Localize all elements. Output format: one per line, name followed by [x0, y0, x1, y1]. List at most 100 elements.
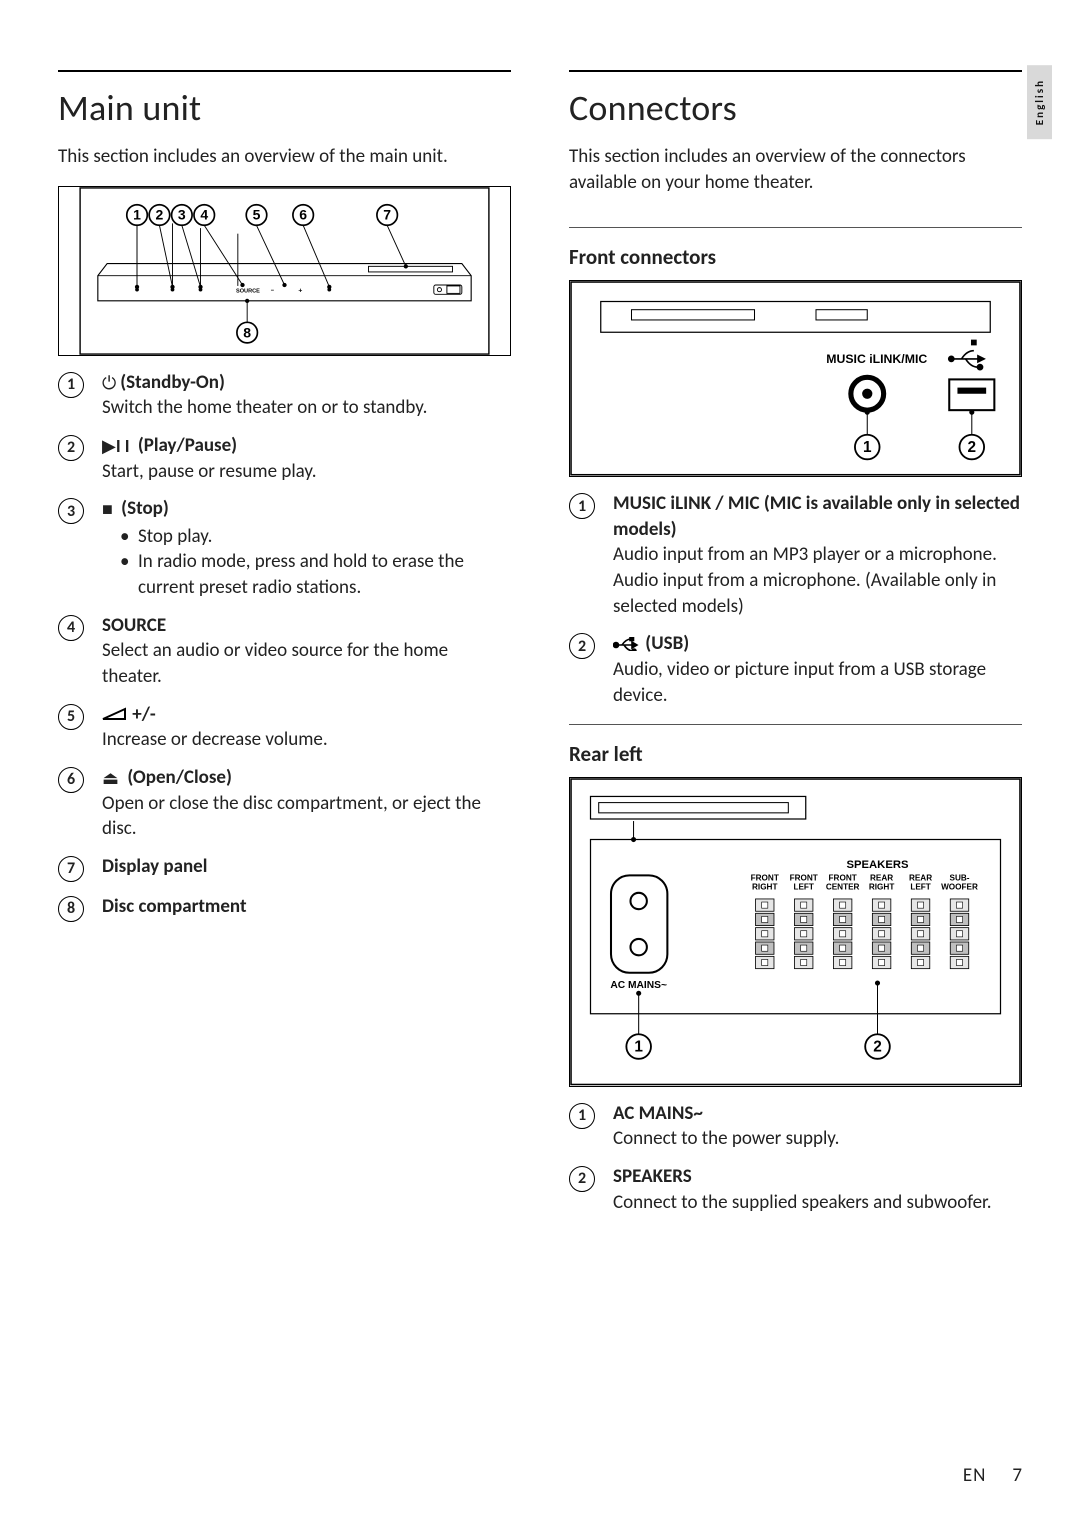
rear-left-heading: Rear left: [569, 741, 1022, 767]
front-connectors-diagram: MUSIC iLINK/MIC 1 2: [569, 280, 1022, 477]
item-number: 1: [569, 1103, 595, 1129]
list-item: 1 MUSIC iLINK / MIC (MIC is available on…: [569, 491, 1022, 619]
svg-text:7: 7: [383, 206, 391, 222]
item-number: 5: [58, 704, 84, 730]
svg-text:1: 1: [863, 439, 872, 456]
speakers-label: SPEAKERS: [847, 859, 909, 871]
item-title: (Open/Close): [127, 766, 232, 789]
main-unit-diagram: SOURCE − + 1 2 3 4 5 6 7: [58, 186, 511, 356]
item-title: (USB): [645, 632, 689, 655]
svg-text:LEFT: LEFT: [910, 883, 930, 892]
item-title: AC MAINS~: [613, 1102, 703, 1125]
item-bullet: Stop play.: [120, 524, 511, 550]
ac-mains-label: AC MAINS~: [610, 980, 667, 991]
subsection-rule: [569, 227, 1022, 228]
right-column: Connectors This section includes an over…: [569, 70, 1022, 1215]
item-title: MUSIC iLINK / MIC (MIC is available only…: [613, 492, 1020, 541]
svg-text:8: 8: [243, 324, 251, 340]
svg-text:FRONT: FRONT: [790, 874, 818, 883]
music-ilink-label: MUSIC iLINK/MIC: [826, 352, 927, 366]
rear-left-diagram: AC MAINS~ SPEAKERS FRONTRIGHTFRONTLEFTFR…: [569, 777, 1022, 1087]
list-item: 3 ■ (Stop) Stop play. In radio mode, pre…: [58, 496, 511, 601]
item-number: 3: [58, 498, 84, 524]
svg-text:1: 1: [634, 1039, 643, 1056]
list-item: 2 (USB) Audio, video or picture input fr: [569, 631, 1022, 708]
main-unit-heading: Main unit: [58, 86, 511, 130]
connectors-heading: Connectors: [569, 86, 1022, 130]
page-columns: Main unit This section includes an overv…: [58, 70, 1022, 1215]
section-rule: [569, 70, 1022, 72]
list-item: 8 Disc compartment: [58, 894, 511, 922]
footer-page-number: 7: [1012, 1464, 1022, 1487]
svg-text:1: 1: [133, 206, 141, 222]
item-title: +/-: [132, 703, 155, 726]
subsection-rule: [569, 724, 1022, 725]
language-tab: English: [1027, 65, 1052, 139]
svg-text:LEFT: LEFT: [793, 883, 813, 892]
item-desc: Audio input from an MP3 player or a micr…: [613, 542, 1022, 568]
volume-icon: [102, 707, 128, 721]
item-number: 2: [58, 435, 84, 461]
page-footer: EN 7: [963, 1464, 1022, 1487]
svg-text:3: 3: [178, 206, 186, 222]
item-number: 2: [569, 1166, 595, 1192]
list-item: 1 AC MAINS~ Connect to the power supply.: [569, 1101, 1022, 1152]
front-connectors-heading: Front connectors: [569, 244, 1022, 270]
item-title: SOURCE: [102, 614, 166, 637]
svg-text:FRONT: FRONT: [751, 874, 779, 883]
item-title: (Play/Pause): [138, 434, 237, 457]
item-desc: Connect to the power supply.: [613, 1126, 1022, 1152]
section-rule: [58, 70, 511, 72]
item-number: 6: [58, 767, 84, 793]
svg-text:6: 6: [299, 206, 307, 222]
item-desc: Open or close the disc compartment, or e…: [102, 791, 511, 842]
main-unit-intro: This section includes an overview of the…: [58, 144, 511, 170]
svg-text:5: 5: [253, 206, 261, 222]
list-item: 4 SOURCE Select an audio or video source…: [58, 613, 511, 690]
item-desc: Select an audio or video source for the …: [102, 638, 511, 689]
svg-text:SUB-: SUB-: [949, 874, 969, 883]
svg-text:+: +: [299, 286, 303, 295]
main-unit-list: 1 ⏻(Standby-On) Switch the home theater …: [58, 370, 511, 922]
item-title: Disc compartment: [102, 895, 247, 918]
list-item: 2 ▶I I (Play/Pause) Start, pause or resu…: [58, 433, 511, 484]
item-title: (Standby-On): [120, 371, 225, 394]
left-column: Main unit This section includes an overv…: [58, 70, 511, 1215]
item-desc: Audio, video or picture input from a USB…: [613, 657, 1022, 708]
item-title: SPEAKERS: [613, 1165, 692, 1188]
svg-text:4: 4: [200, 206, 208, 222]
item-title: Display panel: [102, 855, 207, 878]
eject-icon: ⏏: [102, 767, 119, 789]
connectors-intro: This section includes an overview of the…: [569, 144, 1022, 195]
power-icon: ⏻: [102, 372, 116, 394]
usb-icon: [613, 637, 641, 651]
svg-text:2: 2: [968, 439, 977, 456]
svg-text:REAR: REAR: [909, 874, 932, 883]
svg-text:REAR: REAR: [870, 874, 893, 883]
svg-text:RIGHT: RIGHT: [752, 883, 777, 892]
svg-text:−: −: [271, 286, 275, 295]
item-title: (Stop): [121, 497, 169, 520]
footer-lang: EN: [963, 1464, 987, 1487]
item-desc: Increase or decrease volume.: [102, 727, 511, 753]
rear-left-list: 1 AC MAINS~ Connect to the power supply.…: [569, 1101, 1022, 1216]
item-desc: Start, pause or resume play.: [102, 459, 511, 485]
item-desc: Audio input from a microphone. (Availabl…: [613, 568, 1022, 619]
item-desc: Switch the home theater on or to standby…: [102, 395, 511, 421]
svg-text:WOOFER: WOOFER: [941, 883, 978, 892]
svg-text:RIGHT: RIGHT: [869, 883, 894, 892]
play-pause-icon: ▶I I: [102, 435, 130, 457]
item-number: 1: [569, 493, 595, 519]
item-bullet: In radio mode, press and hold to erase t…: [120, 549, 511, 600]
svg-text:2: 2: [873, 1039, 882, 1056]
list-item: 1 ⏻(Standby-On) Switch the home theater …: [58, 370, 511, 421]
diagram-source-label: SOURCE: [236, 288, 260, 294]
front-connectors-list: 1 MUSIC iLINK / MIC (MIC is available on…: [569, 491, 1022, 708]
item-number: 8: [58, 896, 84, 922]
list-item: 6 ⏏ (Open/Close) Open or close the disc …: [58, 765, 511, 842]
svg-text:2: 2: [156, 206, 164, 222]
svg-text:FRONT: FRONT: [829, 874, 857, 883]
stop-icon: ■: [102, 498, 113, 520]
svg-text:CENTER: CENTER: [826, 883, 860, 892]
item-number: 7: [58, 856, 84, 882]
